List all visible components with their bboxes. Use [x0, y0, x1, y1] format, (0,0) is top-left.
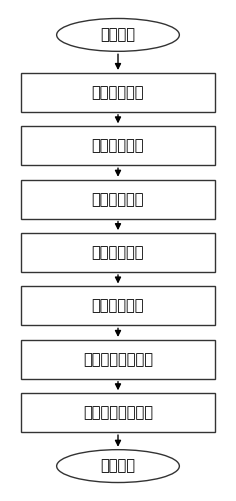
- FancyBboxPatch shape: [21, 73, 215, 112]
- FancyBboxPatch shape: [21, 340, 215, 379]
- Text: 设置触发方式: 设置触发方式: [92, 245, 144, 260]
- FancyBboxPatch shape: [21, 180, 215, 218]
- Text: 设置偏置电压: 设置偏置电压: [92, 299, 144, 314]
- FancyBboxPatch shape: [21, 287, 215, 326]
- Ellipse shape: [57, 19, 179, 51]
- Text: 结束设置: 结束设置: [101, 458, 135, 473]
- Text: 设置电压范围: 设置电压范围: [92, 192, 144, 207]
- FancyBboxPatch shape: [21, 126, 215, 165]
- FancyBboxPatch shape: [21, 393, 215, 432]
- Text: 设置采样速率: 设置采样速率: [92, 85, 144, 100]
- Ellipse shape: [57, 450, 179, 482]
- Text: 设置耦合方式: 设置耦合方式: [92, 138, 144, 153]
- FancyBboxPatch shape: [21, 233, 215, 272]
- Text: 开始设置: 开始设置: [101, 28, 135, 43]
- Text: 设置数据交互方式: 设置数据交互方式: [83, 405, 153, 420]
- Text: 设置采集数据点数: 设置采集数据点数: [83, 352, 153, 367]
